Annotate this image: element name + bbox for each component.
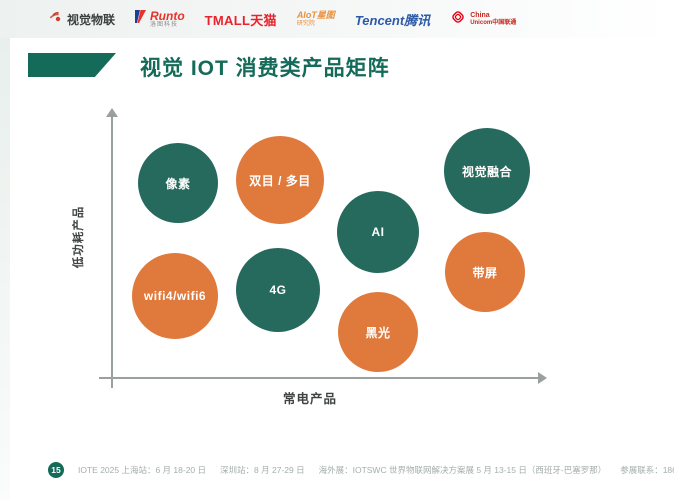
logo-tencent: Tencent腾讯 [355, 10, 430, 29]
logo-tmall: TMALL天猫 [205, 10, 277, 29]
bubble-with-screen: 带屏 [445, 232, 525, 312]
footer: 15 IOTE 2025 上海站：6 月 18-20 日 深圳站：8 月 27-… [48, 462, 674, 478]
logo-tmall-label: TMALL天猫 [204, 12, 277, 28]
left-background-strip [0, 0, 10, 500]
bubble-label: 带屏 [472, 265, 498, 280]
y-axis-line [111, 116, 113, 388]
bubble-pixel: 像素 [138, 143, 218, 223]
bubble-label: 黑光 [365, 325, 391, 340]
unicom-knot-icon [450, 9, 466, 30]
slide-card [10, 38, 674, 500]
top-background-band [0, 0, 674, 38]
logo-runto-sublabel: 洛图科技 [150, 22, 179, 29]
bubble-label: AI [371, 225, 385, 239]
logo-aiot-label: AIoT星图 [296, 10, 335, 21]
page-title: 视觉 IOT 消费类产品矩阵 [140, 57, 390, 80]
partner-logo-bar: 视觉物联 Runto 洛图科技 TMALL天猫 AIoT星图 研究院 Tence… [48, 0, 516, 38]
signal-waves-icon [48, 9, 63, 29]
runto-mark-icon [135, 9, 147, 28]
bubble-wifi: wifi4/wifi6 [132, 253, 218, 339]
x-axis-line [99, 377, 539, 379]
footer-overseas-expo: 海外展：IOTSWC 世界物联网解决方案展 5 月 13-15 日（西班牙-巴塞… [318, 465, 607, 475]
bubble-label: 视觉融合 [461, 164, 512, 179]
logo-unicom-label: China [470, 11, 490, 19]
bubble-stereo-multi: 双目 / 多目 [236, 136, 324, 224]
bubble-label: 像素 [165, 176, 191, 191]
logo-aiot-xingtu: AIoT星图 研究院 [296, 10, 335, 27]
logo-tencent-label: Tencent腾讯 [354, 12, 431, 28]
logo-shijue-wulian: 视觉物联 [48, 9, 115, 29]
logo-runto-label: Runto [150, 8, 185, 23]
logo-aiot-sublabel: 研究院 [296, 20, 315, 27]
footer-contact-phone: 参展联系：18676385933 [620, 465, 674, 475]
logo-china-unicom: China Unicom中国联通 [450, 9, 516, 30]
logo-runto: Runto 洛图科技 [135, 8, 185, 29]
footer-shanghai-dates: IOTE 2025 上海站：6 月 18-20 日 [78, 465, 207, 475]
logo-shijue-wulian-label: 视觉物联 [67, 12, 116, 27]
footer-shenzhen-dates: 深圳站：8 月 27-29 日 [220, 465, 305, 475]
bubble-4g: 4G [236, 248, 320, 332]
bubble-label: 4G [269, 283, 287, 297]
bubble-label: wifi4/wifi6 [143, 289, 207, 303]
bubble-blacklight: 黑光 [338, 292, 418, 372]
logo-unicom-sublabel: Unicom中国联通 [470, 19, 517, 26]
page-number-badge: 15 [48, 462, 64, 478]
y-axis-arrow-icon [106, 108, 118, 117]
bubble-label: 双目 / 多目 [249, 173, 311, 188]
y-axis-label: 低功耗产品 [73, 205, 85, 269]
bubble-vision-fusion: 视觉融合 [444, 128, 530, 214]
x-axis-label: 常电产品 [282, 392, 337, 406]
x-axis-arrow-icon [538, 372, 547, 384]
bubble-ai: AI [337, 191, 419, 273]
